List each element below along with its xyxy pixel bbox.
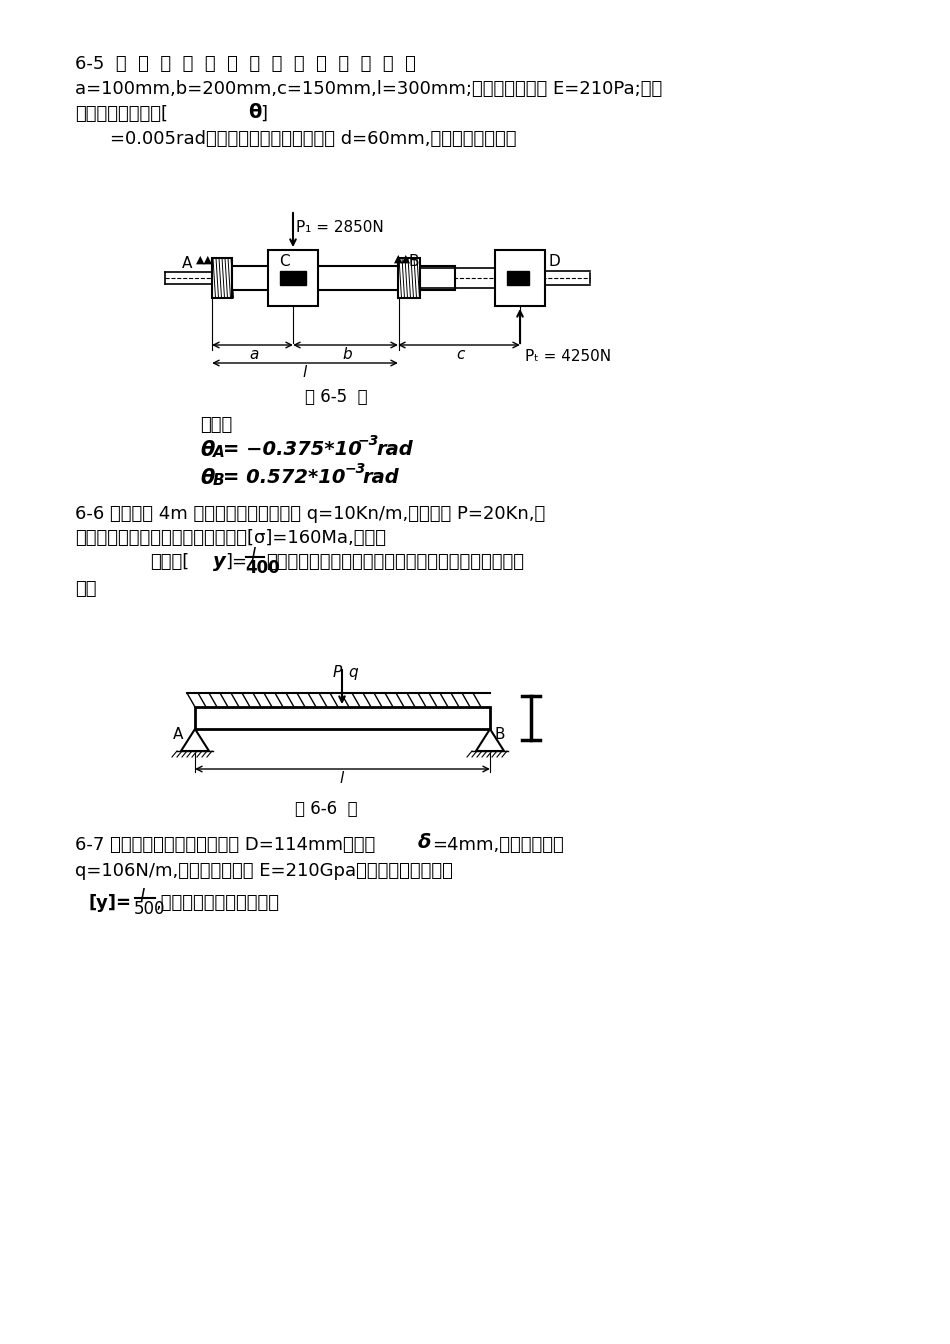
Text: 轴承处的许用转角[: 轴承处的许用转角[ xyxy=(75,105,168,124)
Text: a=100mm,b=200mm,c=150mm,l=300mm;材料的弹性模量 E=210Pa;轴在: a=100mm,b=200mm,c=150mm,l=300mm;材料的弹性模量 … xyxy=(75,81,662,98)
Text: Pₜ = 4250N: Pₜ = 4250N xyxy=(525,349,611,364)
Text: −3: −3 xyxy=(358,434,379,448)
Text: 计。: 计。 xyxy=(75,581,97,598)
Text: b: b xyxy=(342,347,352,362)
Text: 6-7 两端简支的输气管道，外径 D=114mm。壁厚: 6-7 两端简支的输气管道，外径 D=114mm。壁厚 xyxy=(75,836,375,853)
Text: l: l xyxy=(339,771,343,786)
Bar xyxy=(195,707,490,728)
Text: P₁ = 2850N: P₁ = 2850N xyxy=(296,220,384,235)
Text: l: l xyxy=(302,366,306,380)
Text: B: B xyxy=(409,254,420,269)
Text: 由两个槽钢组成。设材料的许用应力[σ]=160Ma,梁的许: 由两个槽钢组成。设材料的许用应力[σ]=160Ma,梁的许 xyxy=(75,530,386,547)
Bar xyxy=(268,250,318,306)
Text: A: A xyxy=(182,255,192,271)
Text: 回答：: 回答： xyxy=(200,417,232,434)
Text: D: D xyxy=(549,254,560,269)
Bar xyxy=(280,271,306,285)
Text: 题 6-6  图: 题 6-6 图 xyxy=(295,800,357,818)
Bar xyxy=(232,266,455,290)
Text: [y]=: [y]= xyxy=(88,894,131,913)
Text: = 0.572*10: = 0.572*10 xyxy=(223,468,346,487)
Text: y: y xyxy=(213,552,226,571)
Text: −3: −3 xyxy=(345,462,367,476)
Text: l: l xyxy=(139,888,144,906)
Text: θ: θ xyxy=(200,468,215,488)
Text: 6-5  一  齿  轮  轴  受  力  如  图  所  示  。  已  知  ：: 6-5 一 齿 轮 轴 受 力 如 图 所 示 。 已 知 ： xyxy=(75,55,416,73)
Text: B: B xyxy=(494,727,504,742)
Text: B: B xyxy=(213,473,224,488)
Text: q: q xyxy=(348,665,357,680)
Text: 400: 400 xyxy=(245,559,279,577)
Text: a: a xyxy=(249,347,258,362)
Text: θ: θ xyxy=(200,439,215,460)
Text: = −0.375*10: = −0.375*10 xyxy=(223,439,362,460)
Bar xyxy=(212,258,232,298)
Text: P: P xyxy=(333,665,342,680)
Polygon shape xyxy=(181,728,209,751)
Polygon shape xyxy=(476,728,504,751)
Text: 用挠度[: 用挠度[ xyxy=(150,552,189,571)
Text: ▲▲: ▲▲ xyxy=(196,255,213,265)
Text: 题 6-5  图: 题 6-5 图 xyxy=(305,388,368,406)
Text: A: A xyxy=(213,445,225,460)
Bar xyxy=(398,258,420,298)
Text: rad: rad xyxy=(376,439,412,460)
Bar xyxy=(495,250,545,306)
Text: 500: 500 xyxy=(134,900,165,918)
Text: 。试选择槽钢的号码，并校核其刚度。梁的自重忽略不: 。试选择槽钢的号码，并校核其刚度。梁的自重忽略不 xyxy=(266,552,524,571)
Text: rad: rad xyxy=(362,468,399,487)
Text: δ: δ xyxy=(418,833,431,852)
Text: l: l xyxy=(250,547,255,564)
Text: C: C xyxy=(279,254,290,269)
Text: ▲▲: ▲▲ xyxy=(394,254,411,263)
Text: θ: θ xyxy=(248,103,261,122)
Text: ]=: ]= xyxy=(225,552,247,571)
Text: =4mm,单位长度重量: =4mm,单位长度重量 xyxy=(432,836,563,853)
Text: ]: ] xyxy=(260,105,267,124)
Text: q=106N/m,材料的弹性模量 E=210Gpa。设管道的许用挠度: q=106N/m,材料的弹性模量 E=210Gpa。设管道的许用挠度 xyxy=(75,862,453,880)
Text: A: A xyxy=(173,727,183,742)
Bar xyxy=(507,271,529,285)
Text: =0.005rad。近似的设全轴的直径均为 d=60mm,试校核轴的刚度。: =0.005rad。近似的设全轴的直径均为 d=60mm,试校核轴的刚度。 xyxy=(110,130,517,148)
Text: c: c xyxy=(456,347,465,362)
Text: 6-6 一跨度为 4m 的简支梁，受均布载荷 q=10Kn/m,集中载荷 P=20Kn,梁: 6-6 一跨度为 4m 的简支梁，受均布载荷 q=10Kn/m,集中载荷 P=2… xyxy=(75,505,545,523)
Text: ,试确定管道的最大跨度。: ,试确定管道的最大跨度。 xyxy=(156,894,280,913)
